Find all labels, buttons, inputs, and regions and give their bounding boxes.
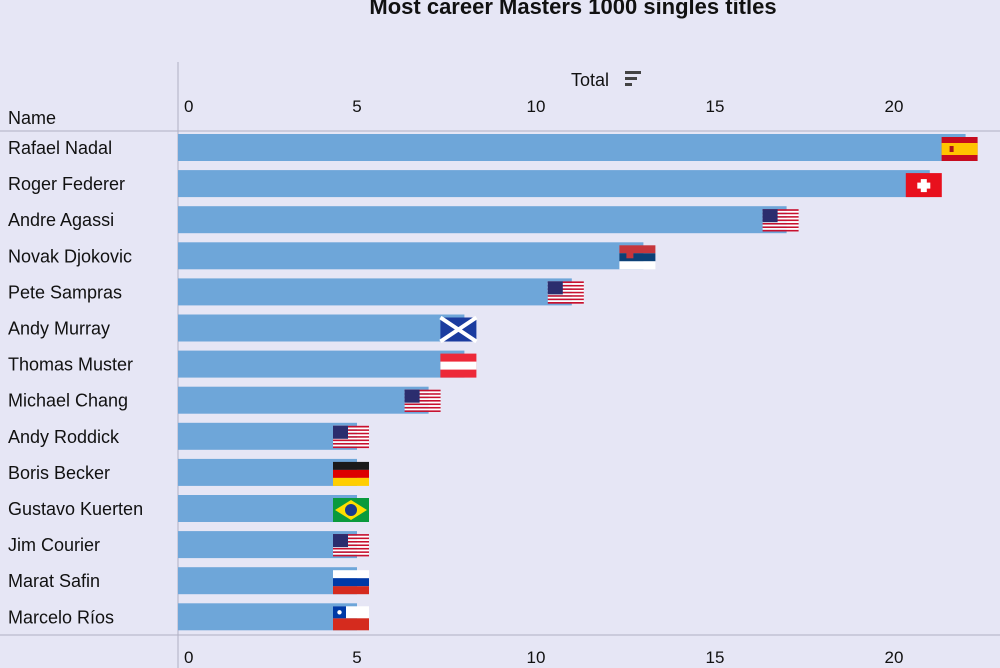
usa-flag-icon bbox=[547, 281, 584, 304]
bar[interactable] bbox=[178, 242, 644, 270]
bar[interactable] bbox=[178, 567, 357, 595]
usa-flag-icon bbox=[333, 425, 369, 449]
usa-flag-icon bbox=[762, 209, 799, 232]
name-column-header[interactable]: Name bbox=[8, 108, 56, 128]
switzerland-flag-icon bbox=[905, 173, 942, 198]
player-name-label: Marcelo Ríos bbox=[8, 607, 114, 627]
table-row[interactable]: Michael Chang bbox=[8, 386, 441, 414]
top-tick-label: 20 bbox=[885, 97, 904, 116]
table-row[interactable]: Gustavo Kuerten bbox=[8, 495, 369, 522]
top-axis-ticks: 0 5 10 15 20 bbox=[184, 97, 903, 116]
bar[interactable] bbox=[178, 603, 357, 631]
brazil-flag-icon bbox=[333, 498, 369, 522]
player-name-label: Andy Roddick bbox=[8, 427, 120, 447]
player-name-label: Pete Sampras bbox=[8, 282, 122, 302]
chart-title: Most career Masters 1000 singles titles bbox=[369, 0, 776, 19]
bottom-tick-label: 5 bbox=[352, 648, 361, 667]
bar[interactable] bbox=[178, 495, 357, 522]
bottom-tick-label: 15 bbox=[706, 648, 725, 667]
table-row[interactable]: Jim Courier bbox=[8, 531, 369, 559]
player-name-label: Novak Djokovic bbox=[8, 246, 132, 266]
table-row[interactable]: Rafael Nadal bbox=[8, 134, 978, 161]
player-name-label: Michael Chang bbox=[8, 391, 128, 411]
table-row[interactable]: Andy Murray bbox=[8, 314, 478, 344]
table-row[interactable]: Marcelo Ríos bbox=[8, 603, 369, 631]
bar[interactable] bbox=[178, 458, 357, 486]
germany-flag-icon bbox=[333, 461, 369, 486]
player-name-label: Thomas Muster bbox=[8, 355, 133, 375]
usa-flag-icon bbox=[333, 534, 369, 557]
chile-flag-icon bbox=[333, 606, 369, 631]
total-column-header[interactable]: Total bbox=[571, 70, 609, 90]
russia-flag-icon bbox=[333, 570, 369, 595]
bar[interactable] bbox=[178, 531, 357, 559]
serbia-flag-icon bbox=[619, 245, 656, 270]
bottom-tick-label: 0 bbox=[184, 648, 193, 667]
top-tick-label: 10 bbox=[527, 97, 546, 116]
player-name-label: Jim Courier bbox=[8, 535, 100, 555]
table-row[interactable]: Boris Becker bbox=[8, 458, 369, 486]
top-tick-label: 15 bbox=[706, 97, 725, 116]
scotland-flag-icon bbox=[439, 315, 478, 344]
bar[interactable] bbox=[178, 350, 465, 378]
spain-flag-icon bbox=[941, 137, 978, 161]
player-name-label: Andy Murray bbox=[8, 319, 110, 339]
player-name-label: Boris Becker bbox=[8, 463, 110, 483]
table-row[interactable]: Thomas Muster bbox=[8, 350, 477, 378]
bar[interactable] bbox=[178, 314, 465, 342]
player-name-label: Andre Agassi bbox=[8, 210, 114, 230]
bottom-tick-label: 20 bbox=[885, 648, 904, 667]
bar[interactable] bbox=[178, 422, 357, 450]
bottom-tick-label: 10 bbox=[527, 648, 546, 667]
bar[interactable] bbox=[178, 170, 930, 198]
bar-rows: Rafael Nadal Roger Federer Andre Agassi Nov… bbox=[8, 134, 978, 631]
top-tick-label: 5 bbox=[352, 97, 361, 116]
bar[interactable] bbox=[178, 206, 787, 234]
table-row[interactable]: Andy Roddick bbox=[8, 422, 369, 450]
table-row[interactable]: Andre Agassi bbox=[8, 206, 799, 234]
table-row[interactable]: Marat Safin bbox=[8, 567, 369, 595]
usa-flag-icon bbox=[404, 389, 441, 412]
bottom-axis-ticks: 0 5 10 15 20 bbox=[184, 648, 903, 667]
player-name-label: Gustavo Kuerten bbox=[8, 499, 143, 519]
bar[interactable] bbox=[178, 134, 966, 161]
player-name-label: Marat Safin bbox=[8, 571, 100, 591]
austria-flag-icon bbox=[440, 353, 477, 378]
table-row[interactable]: Novak Djokovic bbox=[8, 242, 656, 270]
bar[interactable] bbox=[178, 278, 572, 306]
bar[interactable] bbox=[178, 386, 429, 414]
table-row[interactable]: Pete Sampras bbox=[8, 278, 584, 306]
sort-icon[interactable] bbox=[625, 71, 641, 86]
player-name-label: Rafael Nadal bbox=[8, 138, 112, 158]
table-row[interactable]: Roger Federer bbox=[8, 170, 942, 198]
player-name-label: Roger Federer bbox=[8, 174, 125, 194]
top-tick-label: 0 bbox=[184, 97, 193, 116]
